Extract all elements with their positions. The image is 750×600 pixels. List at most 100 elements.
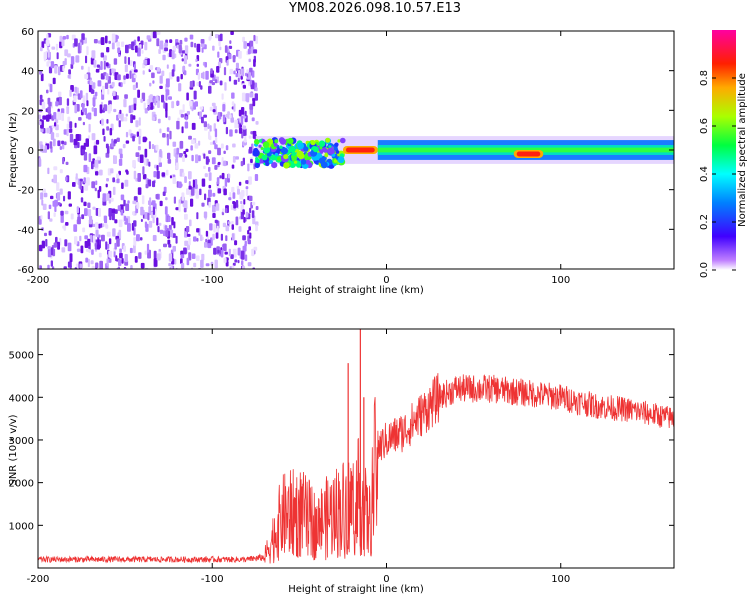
onset-mark — [333, 159, 338, 163]
x-tick-label: -100 — [201, 574, 224, 585]
noise-mark — [144, 212, 149, 219]
onset-mark — [265, 161, 270, 167]
noise-mark — [165, 92, 168, 101]
noise-mark — [94, 187, 97, 192]
noise-mark — [205, 230, 208, 237]
noise-mark — [213, 224, 216, 233]
noise-mark — [179, 109, 183, 115]
noise-mark — [190, 41, 194, 48]
noise-mark — [124, 179, 129, 187]
noise-mark — [183, 208, 187, 213]
noise-mark — [183, 151, 187, 155]
noise-mark — [123, 199, 126, 207]
noise-mark — [144, 41, 148, 51]
noise-mark — [96, 156, 101, 161]
noise-mark — [59, 188, 63, 195]
x-tick-label: 100 — [551, 275, 570, 286]
noise-mark — [112, 228, 116, 237]
noise-mark — [176, 100, 180, 106]
noise-mark — [41, 199, 44, 206]
noise-mark — [181, 262, 185, 269]
noise-mark — [64, 239, 68, 247]
noise-mark — [254, 174, 259, 181]
noise-mark — [77, 216, 81, 225]
noise-mark — [94, 159, 99, 168]
onset-mark — [258, 144, 262, 148]
noise-mark — [156, 165, 159, 171]
noise-mark — [74, 122, 77, 128]
noise-mark — [119, 153, 123, 159]
noise-mark — [113, 108, 117, 113]
noise-mark — [93, 107, 97, 117]
spectrogram-marks — [38, 31, 674, 269]
noise-mark — [118, 82, 121, 87]
noise-mark — [49, 83, 53, 93]
noise-mark — [208, 184, 212, 189]
noise-mark — [214, 219, 218, 224]
noise-mark — [203, 211, 208, 218]
noise-mark — [111, 42, 115, 50]
noise-mark — [74, 86, 78, 93]
noise-mark — [132, 135, 135, 142]
noise-mark — [57, 140, 61, 147]
noise-mark — [208, 172, 212, 181]
noise-mark — [247, 235, 250, 242]
noise-mark — [108, 208, 112, 217]
noise-mark — [113, 139, 117, 144]
noise-mark — [186, 111, 190, 115]
noise-mark — [135, 177, 138, 182]
noise-mark — [98, 223, 101, 229]
noise-mark — [255, 87, 258, 92]
noise-mark — [46, 127, 51, 134]
noise-mark — [198, 155, 201, 162]
noise-mark — [59, 169, 63, 174]
noise-mark — [215, 137, 218, 144]
noise-mark — [180, 73, 183, 80]
noise-mark — [184, 154, 188, 158]
noise-mark — [240, 200, 243, 205]
x-tick-label: -200 — [27, 574, 50, 585]
noise-mark — [233, 70, 236, 75]
noise-mark — [229, 114, 232, 119]
noise-mark — [133, 220, 137, 227]
noise-mark — [245, 180, 249, 184]
noise-mark — [204, 242, 208, 248]
noise-mark — [196, 63, 199, 67]
noise-mark — [188, 185, 192, 190]
noise-mark — [55, 118, 59, 124]
noise-mark — [203, 165, 206, 169]
noise-mark — [161, 94, 165, 103]
noise-mark — [233, 201, 237, 209]
noise-mark — [148, 220, 153, 228]
noise-mark — [63, 141, 67, 146]
noise-mark — [193, 262, 197, 268]
noise-mark — [168, 72, 173, 80]
noise-mark — [167, 152, 171, 160]
noise-mark — [129, 247, 133, 254]
noise-mark — [169, 229, 174, 238]
noise-mark — [137, 146, 141, 151]
noise-mark — [116, 74, 121, 81]
noise-mark — [193, 236, 197, 242]
noise-mark — [93, 59, 97, 68]
noise-mark — [47, 248, 52, 258]
noise-mark — [40, 192, 44, 200]
y-tick-label: 4000 — [9, 393, 34, 404]
noise-mark — [112, 186, 116, 195]
noise-mark — [145, 184, 149, 189]
noise-mark — [147, 212, 150, 221]
noise-mark — [96, 64, 100, 68]
noise-mark — [153, 114, 157, 118]
noise-mark — [72, 182, 76, 187]
noise-mark — [191, 253, 196, 259]
noise-mark — [123, 75, 126, 80]
noise-mark — [245, 186, 249, 190]
noise-mark — [109, 104, 112, 112]
onset-mark — [276, 156, 282, 162]
noise-mark — [90, 89, 95, 94]
noise-mark — [56, 52, 59, 60]
noise-mark — [156, 217, 159, 226]
noise-mark — [235, 200, 239, 208]
noise-mark — [185, 116, 188, 121]
noise-mark — [228, 53, 232, 60]
